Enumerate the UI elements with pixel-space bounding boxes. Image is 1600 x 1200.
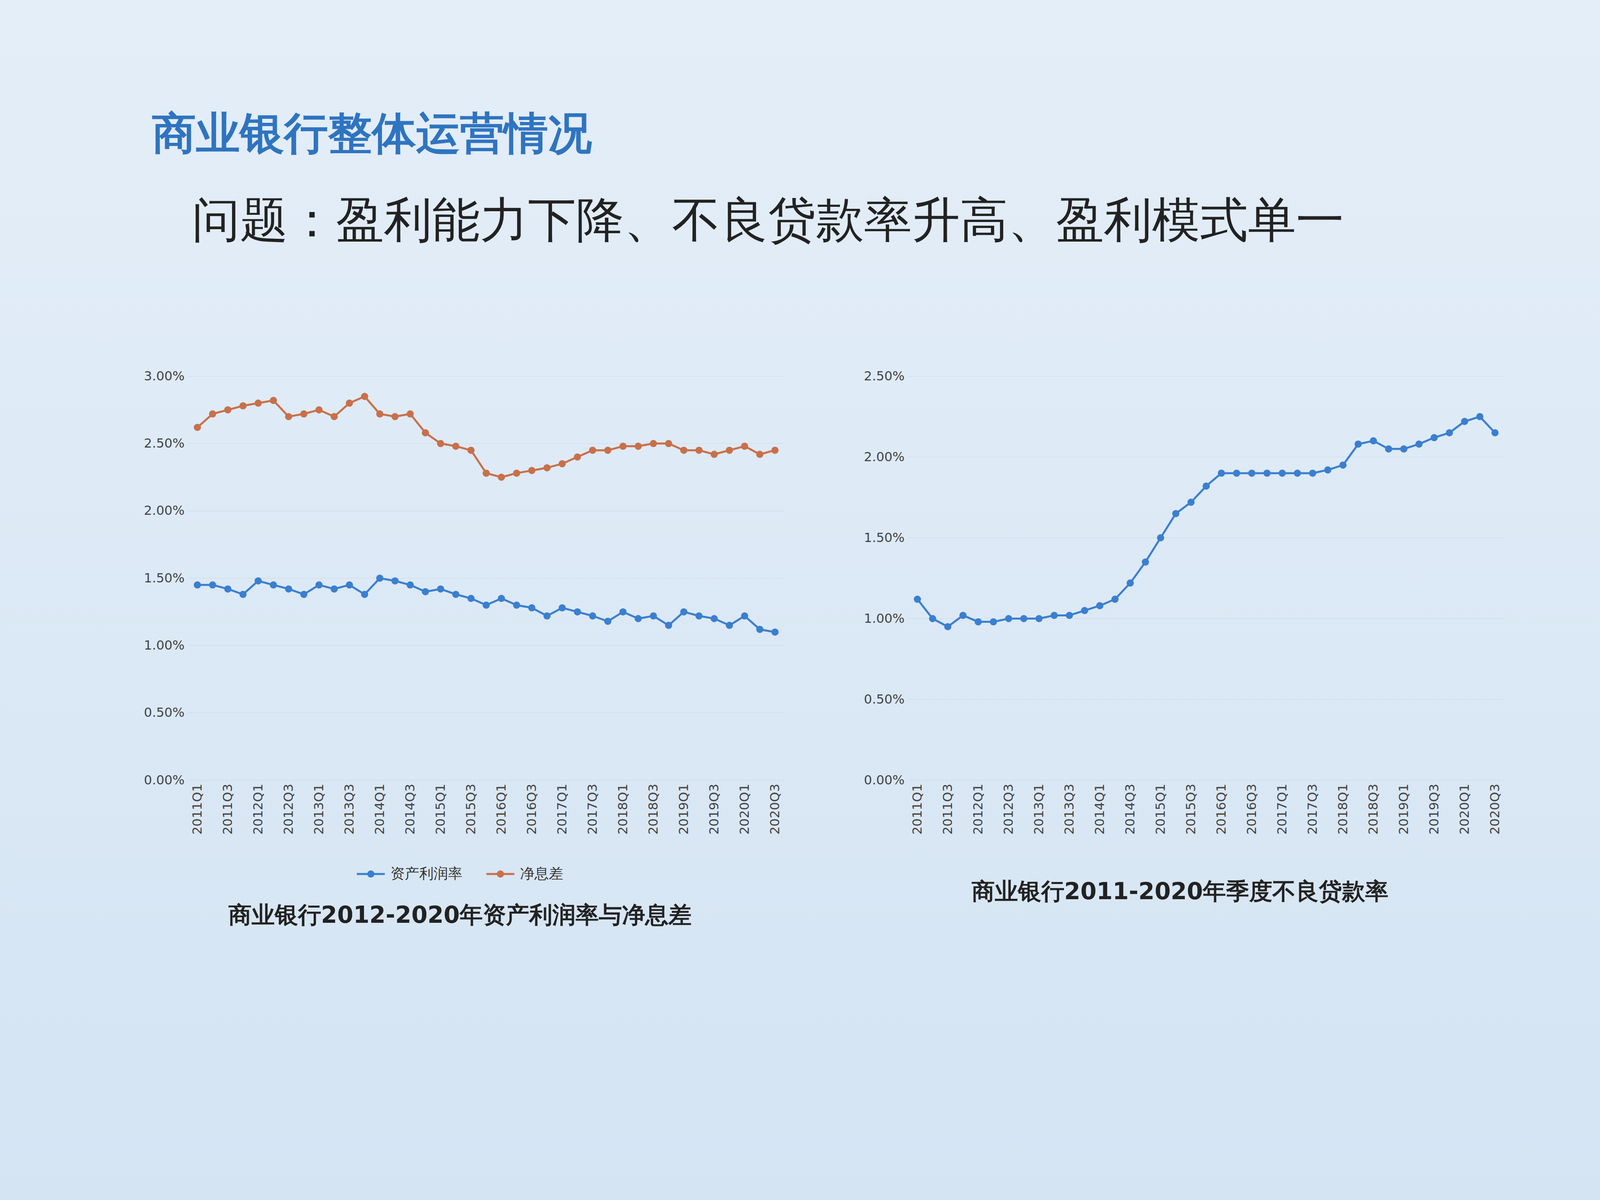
html-text:资产利润率: 资产利润率	[390, 865, 463, 882]
svg-text:2013Q3: 2013Q3	[1061, 784, 1077, 835]
html-text:净息差: 净息差	[520, 865, 564, 882]
svg-text:0.00%: 0.00%	[144, 772, 185, 788]
svg-text:0.50%: 0.50%	[144, 704, 185, 720]
svg-text:1.00%: 1.00%	[864, 610, 905, 626]
svg-text:2011Q1: 2011Q1	[909, 784, 925, 835]
svg-text:2.00%: 2.00%	[864, 449, 905, 465]
svg-text:2014Q1: 2014Q1	[372, 784, 388, 835]
svg-text:2016Q3: 2016Q3	[1244, 784, 1260, 835]
svg-text:1.50%: 1.50%	[864, 530, 905, 546]
svg-text:2018Q1: 2018Q1	[1335, 784, 1351, 835]
svg-text:2020Q3: 2020Q3	[1487, 784, 1503, 835]
svg-text:1.50%: 1.50%	[144, 570, 185, 586]
svg-text:2011Q1: 2011Q1	[189, 784, 205, 835]
svg-text:2020Q3: 2020Q3	[767, 784, 783, 835]
svg-text:2011Q3: 2011Q3	[940, 784, 956, 835]
svg-text:2019Q3: 2019Q3	[706, 784, 722, 835]
svg-text:2014Q3: 2014Q3	[1122, 784, 1138, 835]
svg-text:2017Q1: 2017Q1	[554, 784, 570, 835]
svg-text:2.50%: 2.50%	[144, 435, 185, 451]
svg-text:0.00%: 0.00%	[864, 772, 905, 788]
svg-text:2019Q1: 2019Q1	[676, 784, 692, 835]
svg-text:2015Q3: 2015Q3	[463, 784, 479, 835]
svg-text:0.50%: 0.50%	[864, 691, 905, 707]
svg-text:2.50%: 2.50%	[864, 368, 905, 384]
svg-text:2018Q3: 2018Q3	[645, 784, 661, 835]
svg-text:2013Q1: 2013Q1	[311, 784, 327, 835]
svg-text:2017Q1: 2017Q1	[1274, 784, 1290, 835]
svg-text:2016Q1: 2016Q1	[493, 784, 509, 835]
svg-text:2019Q3: 2019Q3	[1426, 784, 1442, 835]
svg-text:2014Q3: 2014Q3	[402, 784, 418, 835]
svg-text:2014Q1: 2014Q1	[1092, 784, 1108, 835]
svg-text:2013Q1: 2013Q1	[1031, 784, 1047, 835]
svg-text:2012Q3: 2012Q3	[1000, 784, 1016, 835]
svg-text:2016Q3: 2016Q3	[524, 784, 540, 835]
svg-text:2015Q1: 2015Q1	[1152, 784, 1168, 835]
svg-text:2017Q3: 2017Q3	[584, 784, 600, 835]
html-text:商业银行2012-2020年资产利润率与净息差: 商业银行2012-2020年资产利润率与净息差	[228, 901, 692, 929]
svg-text:2011Q3: 2011Q3	[220, 784, 236, 835]
svg-text:2016Q1: 2016Q1	[1213, 784, 1229, 835]
svg-text:2012Q1: 2012Q1	[970, 784, 986, 835]
svg-text:2015Q3: 2015Q3	[1183, 784, 1199, 835]
html-text:商业银行整体运营情况: 商业银行整体运营情况	[152, 107, 592, 159]
svg-text:2019Q1: 2019Q1	[1396, 784, 1412, 835]
svg-text:2018Q1: 2018Q1	[615, 784, 631, 835]
svg-text:3.00%: 3.00%	[144, 368, 185, 384]
html-text:问题：盈利能力下降、不良贷款率升高、盈利模式单一: 问题：盈利能力下降、不良贷款率升高、盈利模式单一	[192, 192, 1344, 248]
svg-text:2013Q3: 2013Q3	[341, 784, 357, 835]
svg-text:2020Q1: 2020Q1	[736, 784, 752, 835]
svg-text:2015Q1: 2015Q1	[432, 784, 448, 835]
svg-text:2.00%: 2.00%	[144, 502, 185, 518]
svg-text:2017Q3: 2017Q3	[1304, 784, 1320, 835]
svg-text:1.00%: 1.00%	[144, 637, 185, 653]
html-text:商业银行2011-2020年季度不良贷款率: 商业银行2011-2020年季度不良贷款率	[971, 877, 1389, 905]
svg-text:2012Q3: 2012Q3	[280, 784, 296, 835]
svg-text:2012Q1: 2012Q1	[250, 784, 266, 835]
svg-text:2020Q1: 2020Q1	[1456, 784, 1472, 835]
svg-text:2018Q3: 2018Q3	[1365, 784, 1381, 835]
